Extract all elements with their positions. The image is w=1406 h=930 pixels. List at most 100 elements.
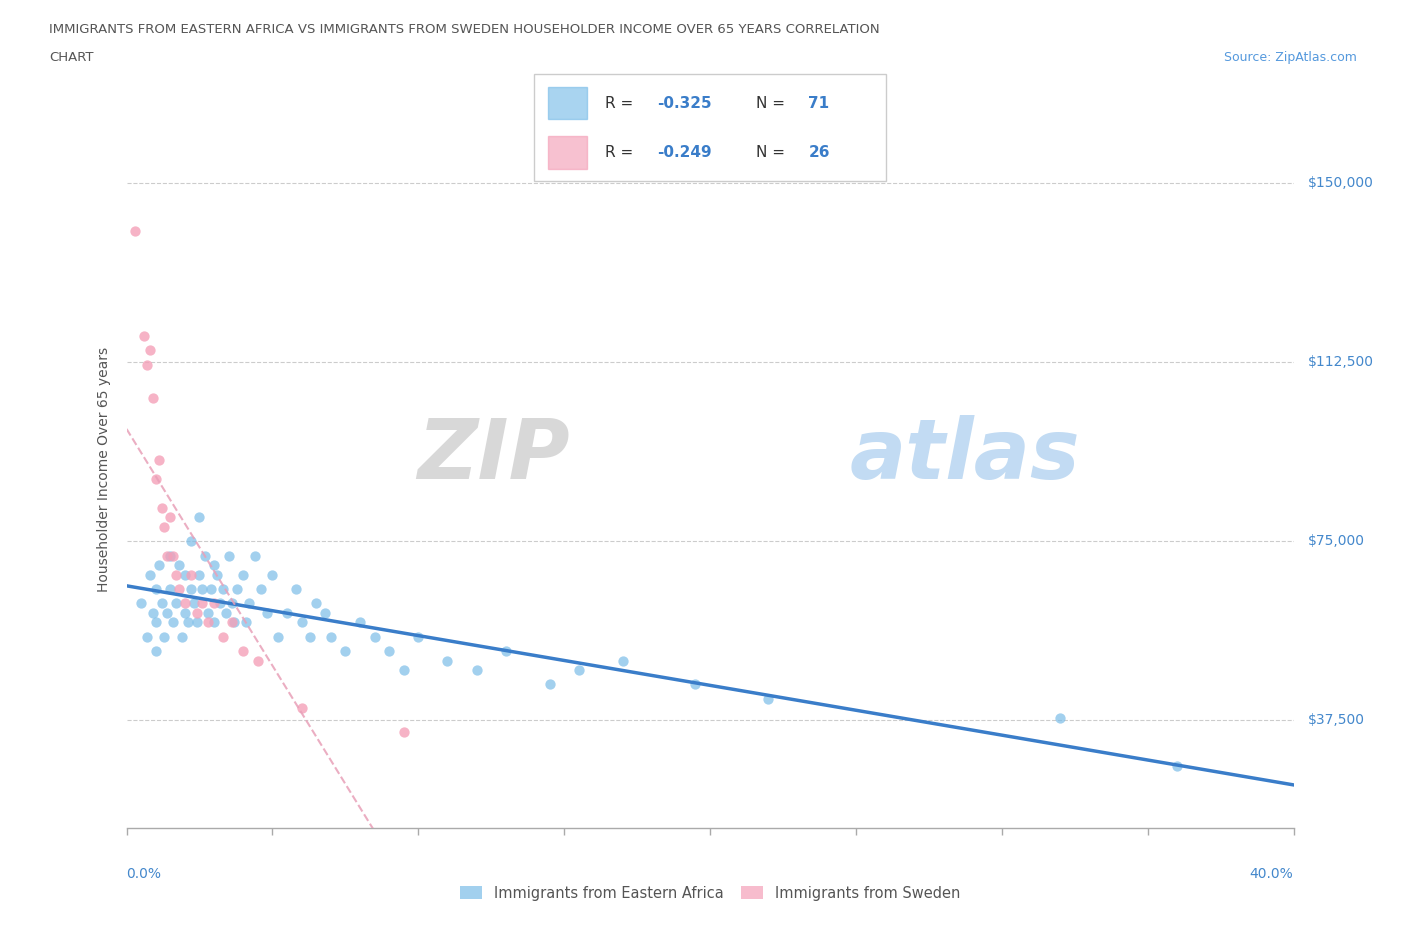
Text: IMMIGRANTS FROM EASTERN AFRICA VS IMMIGRANTS FROM SWEDEN HOUSEHOLDER INCOME OVER: IMMIGRANTS FROM EASTERN AFRICA VS IMMIGR… bbox=[49, 23, 880, 36]
Point bbox=[256, 605, 278, 620]
Point bbox=[188, 510, 211, 525]
Point bbox=[142, 605, 165, 620]
Point bbox=[202, 558, 225, 573]
FancyBboxPatch shape bbox=[534, 74, 886, 181]
Point bbox=[180, 567, 202, 582]
Point bbox=[159, 581, 181, 596]
Point bbox=[156, 548, 179, 563]
Point bbox=[284, 581, 307, 596]
Text: 26: 26 bbox=[808, 145, 830, 160]
Point bbox=[136, 357, 159, 372]
Text: $150,000: $150,000 bbox=[1308, 176, 1374, 191]
Point bbox=[232, 567, 254, 582]
Point bbox=[139, 343, 162, 358]
Point bbox=[197, 605, 219, 620]
Text: -0.249: -0.249 bbox=[657, 145, 711, 160]
Point bbox=[132, 328, 155, 343]
Point bbox=[180, 581, 202, 596]
Point bbox=[177, 615, 200, 630]
Y-axis label: Householder Income Over 65 years: Householder Income Over 65 years bbox=[97, 347, 111, 592]
Point bbox=[150, 500, 173, 515]
Point bbox=[180, 534, 202, 549]
Text: R =: R = bbox=[605, 96, 638, 111]
Point bbox=[197, 615, 219, 630]
Point bbox=[156, 605, 179, 620]
Text: Source: ZipAtlas.com: Source: ZipAtlas.com bbox=[1223, 51, 1357, 64]
Point bbox=[202, 596, 225, 611]
Point bbox=[191, 596, 214, 611]
Point bbox=[290, 615, 312, 630]
Point bbox=[215, 605, 238, 620]
Point bbox=[148, 453, 170, 468]
Point bbox=[305, 596, 328, 611]
Point bbox=[568, 663, 591, 678]
Point bbox=[238, 596, 260, 611]
Text: N =: N = bbox=[756, 145, 790, 160]
Point bbox=[145, 644, 167, 658]
Point bbox=[150, 596, 173, 611]
Point bbox=[685, 677, 707, 692]
Point bbox=[186, 615, 208, 630]
Point bbox=[224, 615, 246, 630]
Point bbox=[170, 630, 193, 644]
Point bbox=[290, 701, 312, 716]
Point bbox=[249, 581, 271, 596]
Text: $37,500: $37,500 bbox=[1308, 713, 1364, 727]
Point bbox=[165, 567, 187, 582]
Text: 0.0%: 0.0% bbox=[127, 867, 162, 881]
Text: 71: 71 bbox=[808, 96, 830, 111]
Text: $112,500: $112,500 bbox=[1308, 355, 1374, 369]
Point bbox=[276, 605, 298, 620]
Text: N =: N = bbox=[756, 96, 790, 111]
Point bbox=[148, 558, 170, 573]
Point bbox=[167, 558, 190, 573]
Point bbox=[129, 596, 152, 611]
Point bbox=[246, 653, 269, 668]
Point bbox=[167, 581, 190, 596]
Point bbox=[153, 630, 176, 644]
Point bbox=[378, 644, 401, 658]
Point bbox=[756, 691, 779, 706]
Point bbox=[200, 581, 222, 596]
Point bbox=[1166, 758, 1188, 773]
Point bbox=[538, 677, 561, 692]
Point bbox=[314, 605, 336, 620]
Point bbox=[392, 663, 415, 678]
Point bbox=[159, 548, 181, 563]
Point bbox=[408, 630, 430, 644]
Point bbox=[208, 596, 231, 611]
Point bbox=[162, 548, 184, 563]
Text: -0.325: -0.325 bbox=[657, 96, 711, 111]
Point bbox=[174, 596, 197, 611]
Point bbox=[349, 615, 371, 630]
Point bbox=[436, 653, 458, 668]
Point bbox=[183, 596, 205, 611]
Point bbox=[174, 605, 197, 620]
Point bbox=[202, 615, 225, 630]
Bar bbox=[548, 87, 586, 119]
Point bbox=[194, 548, 217, 563]
Point bbox=[136, 630, 159, 644]
Point bbox=[299, 630, 322, 644]
Point bbox=[145, 472, 167, 486]
Point bbox=[186, 605, 208, 620]
Point bbox=[145, 581, 167, 596]
Point bbox=[243, 548, 266, 563]
Point bbox=[221, 615, 243, 630]
Point bbox=[211, 581, 233, 596]
Point bbox=[205, 567, 228, 582]
Point bbox=[221, 596, 243, 611]
Text: ZIP: ZIP bbox=[418, 415, 569, 496]
Point bbox=[1049, 711, 1071, 725]
Bar bbox=[548, 137, 586, 168]
Point bbox=[211, 630, 233, 644]
Point bbox=[188, 567, 211, 582]
Point bbox=[335, 644, 357, 658]
Point bbox=[159, 510, 181, 525]
Point bbox=[162, 615, 184, 630]
Point bbox=[267, 630, 290, 644]
Point bbox=[235, 615, 257, 630]
Point bbox=[142, 391, 165, 405]
Point bbox=[165, 596, 187, 611]
Text: R =: R = bbox=[605, 145, 638, 160]
